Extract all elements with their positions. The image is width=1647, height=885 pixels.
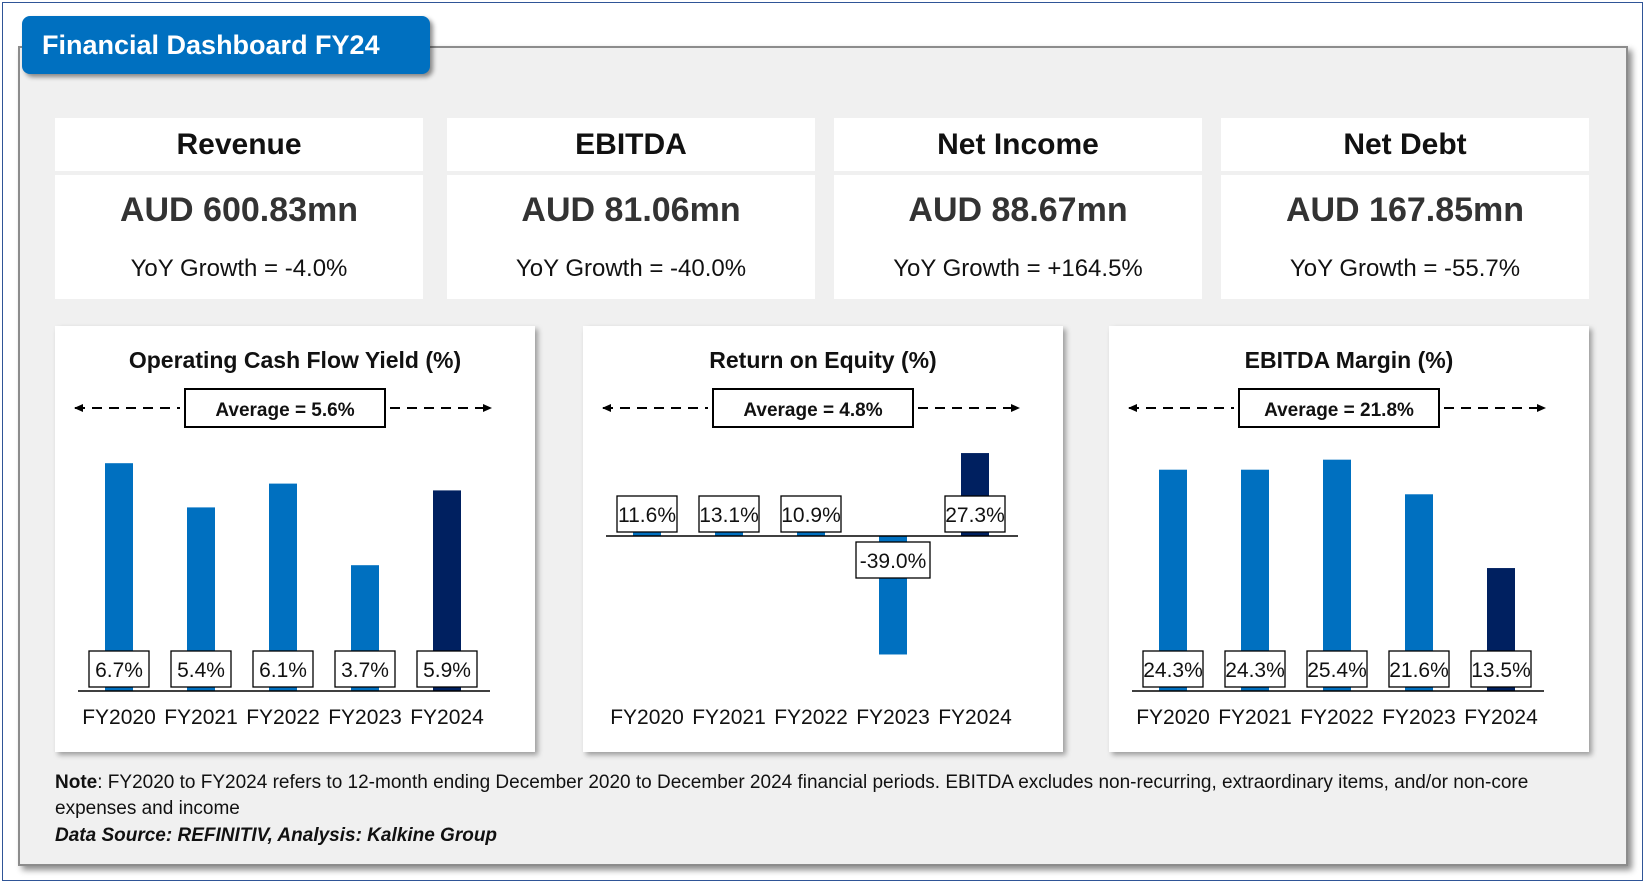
category-label: FY2020 <box>82 706 156 729</box>
data-label-box <box>698 495 760 533</box>
chart-ebitda-margin-svg: EBITDA Margin (%) Average = 21.8% 24.3% 24.… <box>1128 347 1546 729</box>
category-label: FY2021 <box>1218 706 1292 729</box>
kpi-ebitda-value: AUD 81.06mn <box>521 191 741 229</box>
kpi-net-debt-value: AUD 167.85mn <box>1285 191 1525 229</box>
average-box <box>1238 388 1440 428</box>
category-label: FY2023 <box>856 706 930 729</box>
data-label-box <box>88 650 150 688</box>
data-source: Data Source: REFINITIV, Analysis: Kalkin… <box>55 825 498 846</box>
data-label-box <box>944 495 1006 533</box>
average-label: Average = 4.8% <box>743 400 882 421</box>
kpi-revenue-value: AUD 600.83mn <box>119 191 359 229</box>
category-label: FY2020 <box>610 706 684 729</box>
data-label-box <box>855 541 931 579</box>
data-label: 3.7% <box>341 659 389 682</box>
kpi-ebitda-yoy: YoY Growth = -40.0% <box>515 255 747 282</box>
data-label: 21.6% <box>1389 659 1449 682</box>
average-label: Average = 21.8% <box>1264 400 1414 421</box>
data-label: 24.3% <box>1143 659 1203 682</box>
kpi-net-income-yoy: YoY Growth = +164.5% <box>893 255 1143 282</box>
dashboard-title: Financial Dashboard FY24 <box>22 16 430 74</box>
footnote: Note: FY2020 to FY2024 refers to 12-mont… <box>55 770 1600 822</box>
kpi-net-debt-label: Net Debt <box>1221 118 1589 171</box>
data-label: 11.6% <box>618 504 676 527</box>
category-label: FY2024 <box>1464 706 1538 729</box>
data-label-box <box>1224 650 1286 688</box>
category-label: FY2023 <box>1382 706 1456 729</box>
data-label-box <box>170 650 232 688</box>
kpi-revenue-label: Revenue <box>55 118 423 171</box>
data-label: 10.9% <box>781 504 841 527</box>
data-label: 6.1% <box>259 659 307 682</box>
data-label-box <box>252 650 314 688</box>
average-box <box>712 388 914 428</box>
data-label-box <box>1388 650 1450 688</box>
category-label: FY2022 <box>774 706 848 729</box>
data-label: 6.7% <box>95 659 143 682</box>
kpi-revenue-yoy: YoY Growth = -4.0% <box>130 255 348 282</box>
data-label: 25.4% <box>1307 659 1367 682</box>
chart-ebitda-margin: EBITDA Margin (%) Average = 21.8% 24.3% 24.… <box>1109 326 1589 752</box>
average-label: Average = 5.6% <box>215 400 354 421</box>
chart-title: Operating Cash Flow Yield (%) <box>129 347 461 373</box>
chart-ocf-yield-svg: Operating Cash Flow Yield (%) Average = 5… <box>74 347 492 729</box>
kpi-net-debt-card: AUD 167.85mn YoY Growth = -55.7% <box>1221 175 1589 299</box>
data-label-box <box>334 650 396 688</box>
category-label: FY2023 <box>328 706 402 729</box>
chart-title: EBITDA Margin (%) <box>1245 347 1454 373</box>
data-label: 13.5% <box>1471 659 1531 682</box>
kpi-revenue-card: AUD 600.83mn YoY Growth = -4.0% <box>55 175 423 299</box>
kpi-net-income-label: Net Income <box>834 118 1202 171</box>
category-label: FY2024 <box>410 706 484 729</box>
data-label: 5.9% <box>423 659 471 682</box>
kpi-net-debt-yoy: YoY Growth = -55.7% <box>1289 255 1521 282</box>
kpi-ebitda-card: AUD 81.06mn YoY Growth = -40.0% <box>447 175 815 299</box>
category-label: FY2022 <box>1300 706 1374 729</box>
data-label-box <box>616 495 678 533</box>
category-label: FY2022 <box>246 706 320 729</box>
chart-ocf-yield: Operating Cash Flow Yield (%) Average = 5… <box>55 326 535 752</box>
kpi-net-income-card: AUD 88.67mn YoY Growth = +164.5% <box>834 175 1202 299</box>
data-label: 24.3% <box>1225 659 1285 682</box>
chart-roe-svg: Return on Equity (%) Average = 4.8% 11.6% 1… <box>602 347 1020 729</box>
data-label-box <box>416 650 478 688</box>
note-label: Note <box>55 772 98 793</box>
kpi-net-income-value: AUD 88.67mn <box>908 191 1128 229</box>
data-label: 27.3% <box>945 504 1005 527</box>
chart-roe: Return on Equity (%) Average = 4.8% 11.6% 1… <box>583 326 1063 752</box>
data-label-box <box>780 495 842 533</box>
kpi-ebitda-label: EBITDA <box>447 118 815 171</box>
data-label-box <box>1142 650 1204 688</box>
average-box <box>184 388 386 428</box>
category-label: FY2024 <box>938 706 1012 729</box>
category-label: FY2021 <box>164 706 238 729</box>
category-label: FY2021 <box>692 706 766 729</box>
chart-title: Return on Equity (%) <box>709 347 936 373</box>
data-label: -39.0% <box>860 550 927 573</box>
data-label: 5.4% <box>177 659 225 682</box>
data-label-box <box>1470 650 1532 688</box>
note-text: : FY2020 to FY2024 refers to 12-month en… <box>55 772 1529 819</box>
data-label: 13.1% <box>699 504 759 527</box>
category-label: FY2020 <box>1136 706 1210 729</box>
data-label-box <box>1306 650 1368 688</box>
